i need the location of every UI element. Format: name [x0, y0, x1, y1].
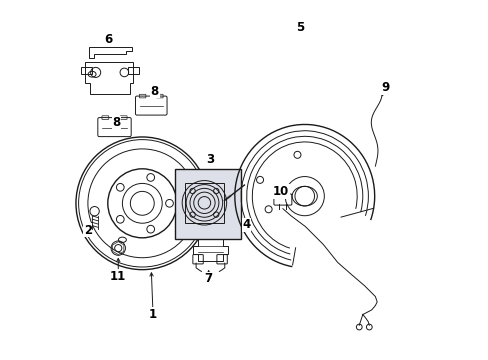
- Text: 4: 4: [242, 218, 250, 231]
- Circle shape: [165, 199, 173, 207]
- Text: 7: 7: [204, 272, 212, 285]
- Circle shape: [146, 225, 154, 233]
- Bar: [174, 169, 241, 239]
- Text: 8: 8: [150, 85, 159, 98]
- Bar: [184, 183, 224, 222]
- Text: 6: 6: [104, 32, 112, 46]
- Circle shape: [116, 184, 124, 191]
- Text: 1: 1: [149, 308, 157, 321]
- Circle shape: [116, 215, 124, 223]
- Text: 5: 5: [295, 21, 304, 34]
- Circle shape: [130, 192, 154, 215]
- Text: 8: 8: [112, 116, 121, 129]
- Text: 10: 10: [272, 185, 288, 198]
- Text: 11: 11: [110, 270, 126, 283]
- Circle shape: [146, 174, 154, 181]
- Text: 9: 9: [381, 81, 389, 94]
- Text: 3: 3: [206, 153, 214, 166]
- Text: 2: 2: [83, 224, 92, 237]
